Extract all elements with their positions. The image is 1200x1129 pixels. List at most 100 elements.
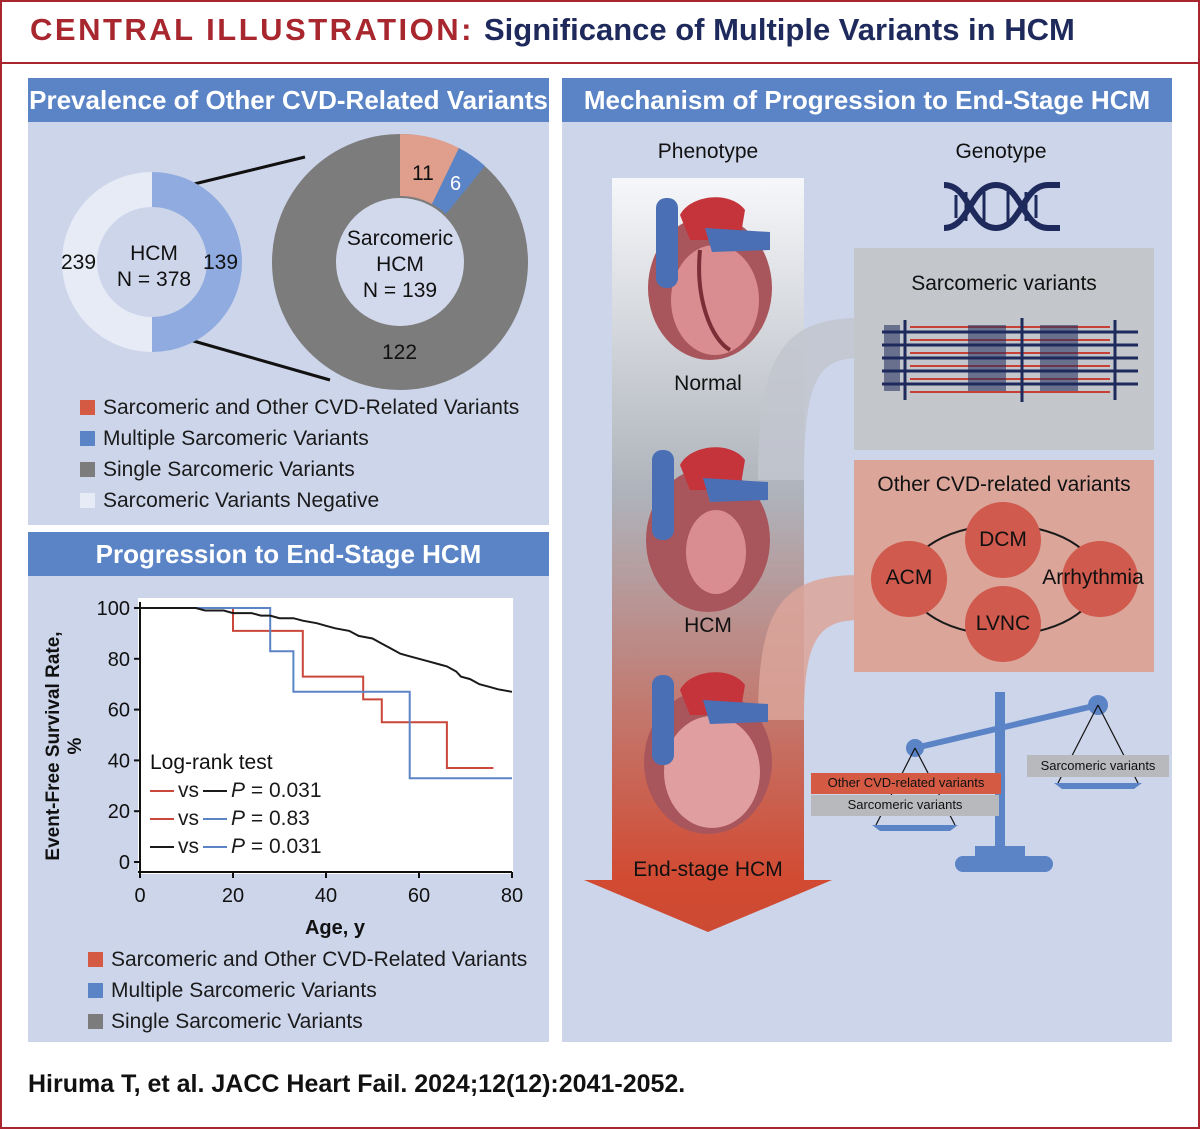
vs-label: vs [178,835,199,858]
prevalence-donuts [62,133,528,390]
series-line-black [150,846,174,848]
weight-sarcomeric-left [811,795,999,816]
segment-multiple [432,148,485,214]
hcm-right-value: 139 [203,251,239,274]
logrank-row: vs P = 0.031 [150,779,322,803]
legend-swatch [80,462,95,477]
citation: Hiruma T, et al. JACC Heart Fail. 2024;1… [28,1070,686,1098]
legend-swatch [88,1014,103,1029]
legend-swatch [88,983,103,998]
connector-sarcomeric [758,318,860,480]
legend-item: Multiple Sarcomeric Variants [88,979,377,1003]
hcm-left-value: 239 [61,251,97,274]
p-value: = 0.031 [250,835,322,858]
segment-other-cvd [400,133,459,204]
legend-swatch [80,400,95,415]
weight-sarcomeric-right-label: Sarcomeric variants [1040,758,1156,773]
legend-swatch [80,431,95,446]
p-label: P [231,807,246,830]
value-other-cvd: 11 [412,162,434,185]
weight-sarcomeric-right [1027,755,1169,777]
legend-label: Sarcomeric and Other CVD-Related Variant… [103,396,520,419]
legend-item: Sarcomeric and Other CVD-Related Variant… [88,948,527,972]
weight-cvd [811,773,1001,794]
phenotype-label: Phenotype [657,140,759,163]
sarcomeric-donut [272,133,528,390]
y-tick-label: 40 [108,750,130,772]
header: CENTRAL ILLUSTRATION: Significance of Mu… [0,0,1200,62]
hcm-donut [62,172,242,352]
progression-arrow-head [584,880,832,932]
survival-chart: 100 80 60 40 20 00 20 40 60 80 [97,598,524,907]
x-tick-label: 40 [315,885,337,907]
connector-bottom [189,338,331,382]
node-arrhythmia-label: Arrhythmia [1042,566,1144,589]
legend-item: Single Sarcomeric Variants [80,458,355,482]
hcm-center-line1: HCM [130,242,178,265]
legend-label: Sarcomeric and Other CVD-Related Variant… [111,948,528,971]
legend-label: Single Sarcomeric Variants [111,1010,363,1033]
weight-sarcomeric-left-label: Sarcomeric variants [847,797,963,812]
sarcomeric-center-line3: N = 139 [362,279,438,302]
mechanism-graphic [584,178,1169,932]
hcm-sarcomeric-segment [152,172,242,352]
heart-end-stage [644,672,772,834]
legend-item: Sarcomeric Variants Negative [80,489,379,513]
connector-cvd [758,575,860,720]
chart-axes: 100 80 60 40 20 00 20 40 60 80 [97,598,524,907]
node-lvnc-label: LVNC [975,612,1031,635]
y-tick-label: 80 [108,649,130,671]
plot-area [138,598,513,874]
legend-item: Multiple Sarcomeric Variants [80,427,369,451]
x-tick-label: 80 [501,885,523,907]
sarcomere-icon [882,318,1138,402]
header-title: Significance of Multiple Variants in HCM [484,12,1075,47]
x-tick-label: 60 [408,885,430,907]
p-value: = 0.83 [250,807,310,830]
dna-icon [943,181,1060,232]
node-dcm [965,502,1041,578]
sarcomeric-center-line1: Sarcomeric [346,227,454,250]
progression-title: Progression to End-Stage HCM [28,532,549,576]
series-line-blue [203,846,227,848]
series-line-black [203,790,227,792]
series-line-red [150,790,174,792]
node-arrhythmia [1062,541,1138,617]
heart-normal [648,197,772,360]
hcm-negative-segment [62,172,152,352]
series-line-2 [140,607,513,693]
y-tick-label: 0 [119,852,130,874]
node-acm [871,541,947,617]
header-prefix: CENTRAL ILLUSTRATION: [30,12,474,47]
stage-end: End-stage HCM [633,858,783,881]
node-dcm-label: DCM [979,528,1027,551]
prevalence-title: Prevalence of Other CVD-Related Variants [28,78,549,122]
sarcomeric-box-title: Sarcomeric variants [911,272,1097,295]
legend-swatch [88,952,103,967]
vs-label: vs [178,807,199,830]
p-value: = 0.031 [250,779,322,802]
series-line-0 [140,607,494,769]
legend-label: Multiple Sarcomeric Variants [111,979,377,1002]
stage-normal: Normal [674,372,742,395]
y-tick-label: 60 [108,700,130,722]
x-tick-label: 0 [134,885,145,907]
y-tick-label: 100 [97,598,130,620]
legend-label: Single Sarcomeric Variants [103,458,355,481]
connector-top [189,155,306,187]
weight-cvd-label: Other CVD-related variants [827,775,985,790]
chart-lines [140,607,513,780]
logrank-title: Log-rank test [150,751,273,774]
chart-xlabel: Age, y [304,917,366,939]
x-tick-label: 20 [222,885,244,907]
node-acm-label: ACM [885,566,933,589]
cvd-box-title: Other CVD-related variants [877,473,1131,496]
mechanism-title: Mechanism of Progression to End-Stage HC… [562,78,1172,122]
value-multiple: 6 [450,173,462,195]
p-label: P [231,779,246,802]
header-rule [0,62,1200,64]
genotype-label: Genotype [955,140,1047,163]
sarcomeric-center-line2: HCM [376,253,424,276]
hcm-center-label: HCM N = 378 [100,241,208,293]
